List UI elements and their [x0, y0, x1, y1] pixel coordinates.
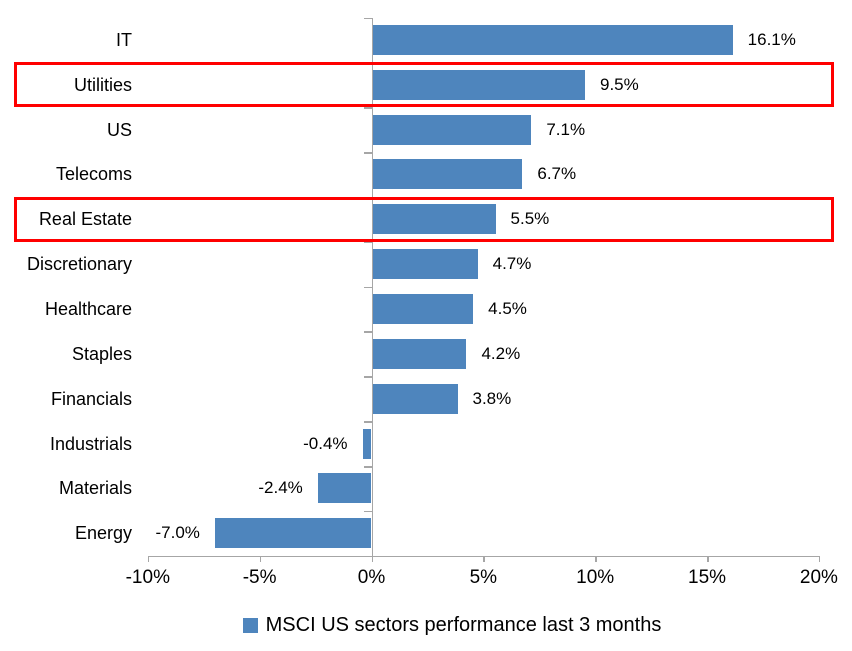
x-tick-label: -5%: [242, 566, 277, 588]
category-tick-mark: [363, 421, 372, 423]
value-label: -7.0%: [155, 523, 200, 543]
x-tick-mark: [147, 555, 150, 562]
category-label: Industrials: [49, 433, 132, 454]
category-label: Utilities: [73, 74, 132, 95]
category-label: Telecoms: [55, 164, 132, 185]
legend-label: MSCI US sectors performance last 3 month…: [265, 613, 662, 636]
bar: [214, 518, 372, 549]
x-tick-label: 10%: [576, 566, 615, 588]
bar: [372, 204, 496, 235]
x-tick-mark: [595, 555, 597, 562]
value-label: 4.5%: [488, 299, 527, 319]
category-label: Real Estate: [38, 209, 132, 230]
legend-swatch-icon: [242, 617, 258, 633]
value-label: 7.1%: [546, 119, 586, 139]
x-tick-mark: [483, 555, 485, 562]
category-label: IT: [116, 29, 132, 50]
x-tick-mark: [818, 555, 821, 562]
category-tick-mark: [363, 17, 372, 19]
x-tick-mark: [707, 555, 709, 562]
value-label: -0.4%: [303, 433, 348, 453]
x-tick-label: -10%: [125, 566, 170, 588]
bar: [317, 473, 372, 504]
x-tick-label: 15%: [688, 566, 727, 588]
highlight-box: [14, 62, 834, 108]
category-tick-mark: [363, 331, 372, 333]
x-tick-label: 20%: [799, 566, 838, 588]
category-label: Financials: [50, 388, 132, 409]
value-label: 3.8%: [472, 388, 512, 408]
x-tick-label: 5%: [469, 566, 498, 588]
category-tick-mark: [363, 152, 372, 154]
value-label: 16.1%: [747, 29, 796, 49]
category-label: Materials: [58, 478, 132, 499]
category-tick-mark: [363, 555, 372, 558]
category-label: Discretionary: [26, 254, 132, 275]
bar: [372, 24, 733, 55]
category-label: Healthcare: [44, 299, 132, 320]
category-tick-mark: [363, 466, 372, 468]
value-label: 4.7%: [492, 254, 532, 274]
value-label: -2.4%: [258, 478, 303, 498]
bar: [362, 428, 372, 459]
category-label: Energy: [74, 523, 132, 544]
highlight-box: [14, 196, 834, 242]
category-label: US: [106, 119, 132, 140]
value-label: 5.5%: [510, 209, 550, 229]
category-label: Staples: [71, 343, 132, 364]
x-tick-mark: [371, 555, 373, 562]
category-tick-mark: [363, 241, 372, 244]
value-label: 9.5%: [600, 74, 639, 94]
bar: [372, 338, 467, 369]
bar: [372, 383, 458, 414]
bar: [372, 249, 478, 280]
bar: [372, 69, 585, 100]
x-tick-label: 0%: [357, 566, 386, 588]
bar: [372, 294, 474, 325]
value-label: 6.7%: [537, 164, 577, 184]
value-label: 4.2%: [481, 343, 521, 363]
category-tick-mark: [363, 107, 372, 109]
x-tick-mark: [259, 555, 262, 562]
y-axis-line: [371, 17, 373, 556]
category-tick-mark: [363, 286, 372, 289]
bar: [372, 114, 532, 145]
category-tick-mark: [363, 376, 372, 378]
bar: [372, 159, 523, 190]
chart-legend: MSCI US sectors performance last 3 month…: [26, 609, 852, 641]
category-tick-mark: [363, 510, 372, 513]
